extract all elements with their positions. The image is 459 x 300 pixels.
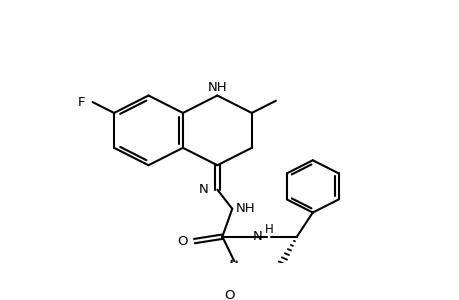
- Text: O: O: [224, 290, 234, 300]
- Text: F: F: [78, 96, 85, 109]
- Text: N: N: [252, 230, 262, 243]
- Text: NH: NH: [207, 81, 227, 94]
- Text: O: O: [177, 235, 187, 248]
- Text: NH: NH: [235, 202, 254, 215]
- Text: N: N: [198, 183, 208, 196]
- Text: H: H: [264, 223, 273, 236]
